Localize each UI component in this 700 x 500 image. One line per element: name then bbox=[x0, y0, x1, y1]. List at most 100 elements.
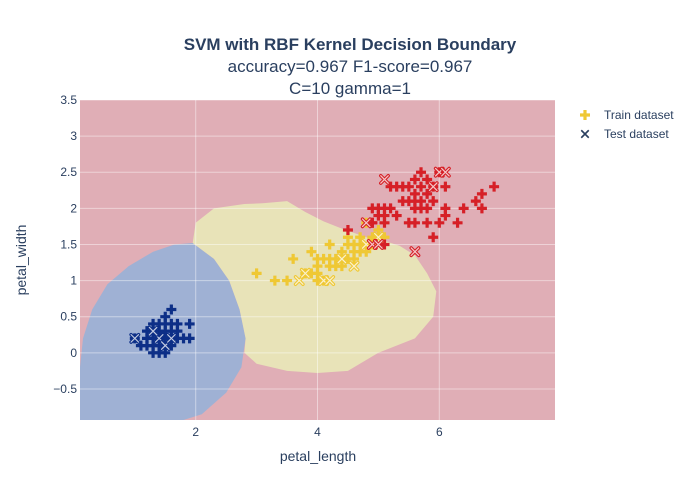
train-point-virginica bbox=[422, 217, 433, 228]
train-point-virginica bbox=[391, 210, 402, 221]
chart-subtitle-line-2: C=10 gamma=1 bbox=[289, 79, 411, 98]
train-point-versicolor bbox=[330, 261, 341, 272]
x-axis-ticks: 2 4 6 bbox=[192, 425, 443, 439]
train-point-virginica bbox=[434, 217, 445, 228]
test-point-setosa-inner bbox=[130, 334, 140, 343]
train-point-virginica bbox=[397, 196, 408, 207]
train-point-setosa bbox=[154, 340, 165, 351]
train-point-versicolor bbox=[355, 232, 366, 243]
train-point-setosa bbox=[160, 347, 171, 358]
train-point-setosa bbox=[184, 318, 195, 329]
train-point-virginica bbox=[422, 174, 433, 185]
train-point-versicolor bbox=[318, 253, 329, 264]
legend[interactable]: Train dataset Test dataset bbox=[580, 108, 674, 141]
train-point-virginica bbox=[416, 167, 427, 178]
train-point-virginica bbox=[476, 203, 487, 214]
train-point-setosa bbox=[141, 333, 152, 344]
train-point-virginica bbox=[397, 181, 408, 192]
train-point-versicolor bbox=[330, 253, 341, 264]
train-point-virginica bbox=[385, 203, 396, 214]
legend-item-train[interactable]: Train dataset bbox=[580, 108, 674, 122]
plot-area bbox=[80, 100, 555, 420]
train-point-virginica bbox=[385, 181, 396, 192]
train-point-virginica bbox=[403, 181, 414, 192]
train-point-versicolor bbox=[312, 275, 323, 286]
train-point-versicolor bbox=[324, 261, 335, 272]
train-point-virginica bbox=[452, 217, 463, 228]
train-point-virginica bbox=[440, 210, 451, 221]
train-point-setosa bbox=[148, 347, 159, 358]
train-point-versicolor bbox=[373, 225, 384, 236]
train-point-setosa bbox=[184, 333, 195, 344]
legend-marker-train-cross bbox=[580, 110, 591, 120]
train-point-versicolor bbox=[312, 268, 323, 279]
train-point-versicolor bbox=[355, 246, 366, 257]
train-point-setosa bbox=[154, 347, 165, 358]
train-point-virginica bbox=[379, 217, 390, 228]
train-point-virginica bbox=[373, 210, 384, 221]
train-point-versicolor bbox=[379, 232, 390, 243]
train-point-virginica bbox=[428, 232, 439, 243]
train-point-setosa bbox=[148, 340, 159, 351]
train-point-versicolor bbox=[306, 246, 317, 257]
test-point-virginica-inner bbox=[374, 240, 383, 249]
train-point-setosa bbox=[154, 326, 165, 337]
train-point-versicolor bbox=[342, 232, 353, 243]
x-tick-label: 2 bbox=[192, 425, 199, 439]
train-point-setosa bbox=[141, 340, 152, 351]
train-point-setosa bbox=[135, 340, 146, 351]
train-point-virginica bbox=[403, 196, 414, 207]
train-point-versicolor bbox=[251, 268, 262, 279]
train-point-virginica bbox=[416, 203, 427, 214]
train-point-setosa bbox=[148, 333, 159, 344]
train-point-versicolor bbox=[269, 275, 280, 286]
train-point-versicolor bbox=[349, 253, 360, 264]
y-tick-label: −0.5 bbox=[53, 382, 77, 396]
train-point-setosa bbox=[141, 326, 152, 337]
test-point-versicolor-inner bbox=[337, 254, 347, 264]
train-point-setosa bbox=[172, 318, 183, 329]
train-point-setosa bbox=[160, 333, 171, 344]
y-tick-label: 1.5 bbox=[60, 237, 77, 251]
y-tick-label: 1 bbox=[70, 274, 77, 288]
train-point-versicolor bbox=[312, 261, 323, 272]
train-point-virginica bbox=[422, 188, 433, 199]
x-tick-label: 4 bbox=[314, 425, 321, 439]
train-point-versicolor bbox=[361, 246, 372, 257]
train-point-virginica bbox=[440, 203, 451, 214]
y-axis-ticks: −0.5 0 0.5 1 1.5 2 2.5 3 3.5 bbox=[53, 93, 77, 396]
train-point-versicolor bbox=[342, 239, 353, 250]
chart-subtitle-line-1: accuracy=0.967 F1-score=0.967 bbox=[228, 57, 473, 76]
legend-label-test: Test dataset bbox=[604, 127, 669, 141]
train-point-virginica bbox=[379, 203, 390, 214]
train-point-setosa bbox=[160, 318, 171, 329]
legend-item-test[interactable]: Test dataset bbox=[580, 127, 669, 141]
train-point-virginica bbox=[470, 196, 481, 207]
train-point-setosa bbox=[166, 326, 177, 337]
train-point-setosa bbox=[172, 326, 183, 337]
train-point-virginica bbox=[379, 210, 390, 221]
train-point-virginica bbox=[440, 181, 451, 192]
test-point-setosa-inner bbox=[166, 334, 176, 343]
test-point-virginica-inner bbox=[361, 218, 371, 228]
train-point-virginica bbox=[403, 217, 414, 228]
train-point-setosa bbox=[166, 318, 177, 329]
train-point-versicolor bbox=[367, 232, 378, 243]
train-point-virginica bbox=[409, 203, 420, 214]
train-point-virginica bbox=[409, 188, 420, 199]
train-point-virginica bbox=[476, 188, 487, 199]
y-tick-label: 3 bbox=[70, 129, 77, 143]
test-point-virginica-inner bbox=[380, 175, 389, 184]
legend-label-train: Train dataset bbox=[604, 108, 674, 122]
train-point-virginica bbox=[428, 196, 439, 207]
train-point-setosa bbox=[178, 333, 189, 344]
x-axis-label: petal_length bbox=[280, 448, 356, 464]
test-point-virginica-inner bbox=[441, 167, 450, 177]
test-point-virginica-inner bbox=[428, 182, 438, 192]
chart-title: SVM with RBF Kernel Decision Boundary bbox=[184, 35, 517, 54]
train-point-virginica bbox=[373, 203, 384, 214]
test-point-setosa-inner bbox=[148, 326, 158, 336]
train-point-versicolor bbox=[324, 239, 335, 250]
train-point-virginica bbox=[416, 181, 427, 192]
